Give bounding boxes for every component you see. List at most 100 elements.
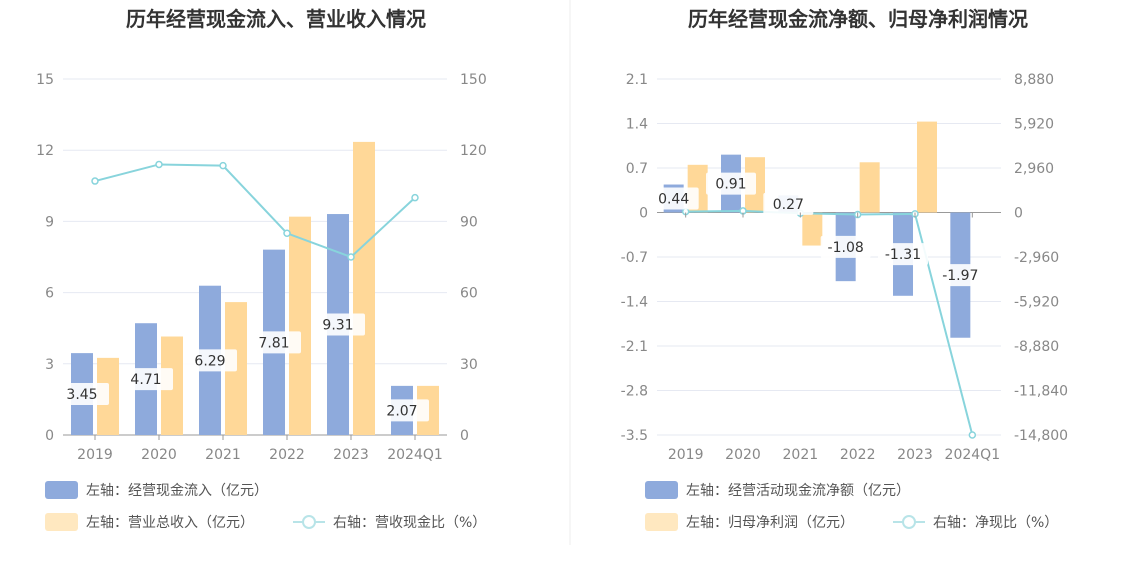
line-point[interactable] [411, 193, 419, 202]
line-point[interactable] [219, 161, 227, 170]
legend-label-cash-inflow: 左轴：经营现金流入（亿元） [86, 483, 268, 499]
right-axis-tick-label: 150 [460, 72, 487, 88]
legend-item-ratio[interactable]: 右轴：营收现金比（%） [293, 515, 486, 531]
legend-item-cash-inflow[interactable]: 左轴：经营现金流入（亿元） [45, 481, 268, 499]
left-axis-tick-label: 0.7 [626, 161, 648, 177]
legend-label-net-cash-flow: 左轴：经营活动现金流净额（亿元） [686, 483, 910, 499]
left-chart-axis-ticks: 15 150 12 120 9 90 6 60 3 30 0 0 [36, 72, 487, 444]
bar-yellow[interactable] [917, 121, 937, 213]
data-label-bg [935, 264, 986, 287]
line-series [94, 163, 416, 259]
right-axis-tick-label: 60 [460, 286, 478, 302]
right-axis-tick-label: -2,960 [1014, 250, 1059, 266]
data-label-bg [375, 399, 429, 422]
left-chart-x-ticks: 2019 2020 2021 2022 2023 2024Q1 [77, 435, 443, 463]
legend-label-revenue: 左轴：营业总收入（亿元） [86, 515, 254, 531]
data-label: 7.81 [258, 335, 289, 351]
right-axis-tick-label: -14,800 [1014, 428, 1068, 444]
right-axis-tick-label: 90 [460, 214, 478, 230]
x-axis-tick-label: 2019 [77, 447, 113, 463]
left-axis-tick-label: -1.4 [621, 295, 648, 311]
data-label-bg [183, 349, 237, 372]
legend-swatch-cash-inflow [45, 481, 78, 499]
x-axis-tick-label: 2023 [333, 447, 369, 463]
legend-marker-net-cash-ratio [902, 515, 916, 529]
left-chart-line [91, 160, 419, 261]
right-chart-x-ticks: 2019 2020 2021 2022 2023 2024Q1 [668, 212, 1001, 463]
data-label-bg [648, 187, 699, 210]
data-label: 4.71 [130, 372, 161, 388]
data-label: 9.31 [322, 318, 353, 334]
bar-yellow[interactable] [859, 162, 880, 213]
line-point[interactable] [155, 160, 163, 169]
data-label: -1.08 [828, 240, 864, 256]
left-axis-tick-label: 9 [45, 214, 54, 230]
x-axis-tick-label: 2020 [725, 447, 761, 463]
left-axis-tick-label: -2.1 [621, 339, 648, 355]
left-axis-tick-label: 12 [36, 143, 54, 159]
data-label: 0.44 [658, 192, 689, 208]
right-axis-tick-label: 30 [460, 357, 478, 373]
data-label: 2.07 [386, 403, 417, 419]
data-label-bg [763, 192, 814, 215]
left-chart-data-labels: 3.45 4.71 6.29 7.81 9.31 2.07 [55, 313, 429, 422]
left-chart-bars [71, 141, 439, 436]
line-point[interactable] [283, 229, 291, 238]
x-axis-tick-label: 2024Q1 [945, 447, 1001, 463]
left-axis-tick-label: -3.5 [621, 428, 648, 444]
data-label: -1.97 [942, 268, 978, 284]
left-chart: 历年经营现金流入、营业收入情况 15 150 12 120 9 90 6 60 3 30 0 0 3.… [36, 7, 487, 531]
x-axis-tick-label: 2022 [269, 447, 305, 463]
x-axis-tick-label: 2021 [783, 447, 819, 463]
right-axis-tick-label: 8,880 [1014, 72, 1054, 88]
legend-swatch-net-cash-flow [645, 481, 678, 499]
x-axis-tick-label: 2020 [141, 447, 177, 463]
right-chart-grid [657, 78, 1001, 436]
data-label-bg [820, 235, 871, 258]
legend-swatch-revenue [45, 513, 78, 531]
right-axis-tick-label: 5,920 [1014, 117, 1054, 133]
data-label: 3.45 [66, 387, 97, 403]
right-chart-axis-ticks: 2.1 8,880 1.4 5,920 0.7 2,960 0 0 -0.7 -2,960 -1.4… [621, 72, 1068, 444]
right-chart-data-labels: 0.44 0.91 0.27 -1.08 -1.31 -1.97 [648, 172, 986, 287]
x-axis-tick-label: 2023 [897, 447, 933, 463]
data-label-bg [706, 172, 756, 195]
x-axis-tick-label: 2022 [840, 447, 876, 463]
legend-item-net-cash-ratio[interactable]: 右轴：净现比（%） [893, 515, 1058, 531]
bar-yellow[interactable] [289, 216, 311, 435]
left-axis-tick-label: 0 [45, 428, 54, 444]
legend-label-net-cash-ratio: 右轴：净现比（%） [933, 515, 1058, 531]
line-point[interactable] [968, 431, 977, 439]
right-axis-tick-label: -11,840 [1014, 384, 1068, 400]
data-label-bg [878, 243, 928, 266]
x-axis-tick-label: 2021 [205, 447, 241, 463]
right-axis-tick-label: 120 [460, 143, 487, 159]
legend-item-net-cash-flow[interactable]: 左轴：经营活动现金流净额（亿元） [645, 481, 910, 499]
right-axis-tick-label: 0 [460, 428, 469, 444]
right-chart-legend[interactable]: 左轴：经营活动现金流净额（亿元） 左轴：归母净利润（亿元） 右轴：净现比（%） [645, 481, 1058, 531]
right-chart-bars [663, 121, 971, 338]
left-axis-tick-label: 2.1 [626, 72, 648, 88]
bar-yellow[interactable] [353, 141, 375, 436]
data-label-bg [55, 383, 109, 406]
x-axis-tick-label: 2019 [668, 447, 704, 463]
left-axis-tick-label: 0 [639, 206, 648, 222]
right-chart-title: 历年经营现金流净额、归母净利润情况 [688, 7, 1028, 31]
right-axis-tick-label: 2,960 [1014, 161, 1054, 177]
left-axis-tick-label: 15 [36, 72, 54, 88]
x-axis-tick-label: 2024Q1 [387, 447, 443, 463]
legend-marker-ratio [302, 515, 316, 529]
line-point[interactable] [91, 177, 99, 185]
right-chart: 历年经营现金流净额、归母净利润情况 2.1 8,880 1.4 5,920 0.7 2,9… [621, 7, 1068, 531]
data-label: 6.29 [194, 353, 225, 369]
bar-yellow[interactable] [802, 212, 823, 246]
legend-item-revenue[interactable]: 左轴：营业总收入（亿元） [45, 513, 254, 531]
line-point[interactable] [347, 253, 355, 261]
data-label-bg [311, 313, 365, 336]
data-label: 0.27 [773, 197, 804, 213]
left-chart-legend[interactable]: 左轴：经营现金流入（亿元） 左轴：营业总收入（亿元） 右轴：营收现金比（%） [45, 481, 486, 531]
left-axis-tick-label: 3 [45, 357, 54, 373]
data-label-bg [247, 331, 301, 354]
legend-item-net-profit[interactable]: 左轴：归母净利润（亿元） [645, 513, 854, 531]
